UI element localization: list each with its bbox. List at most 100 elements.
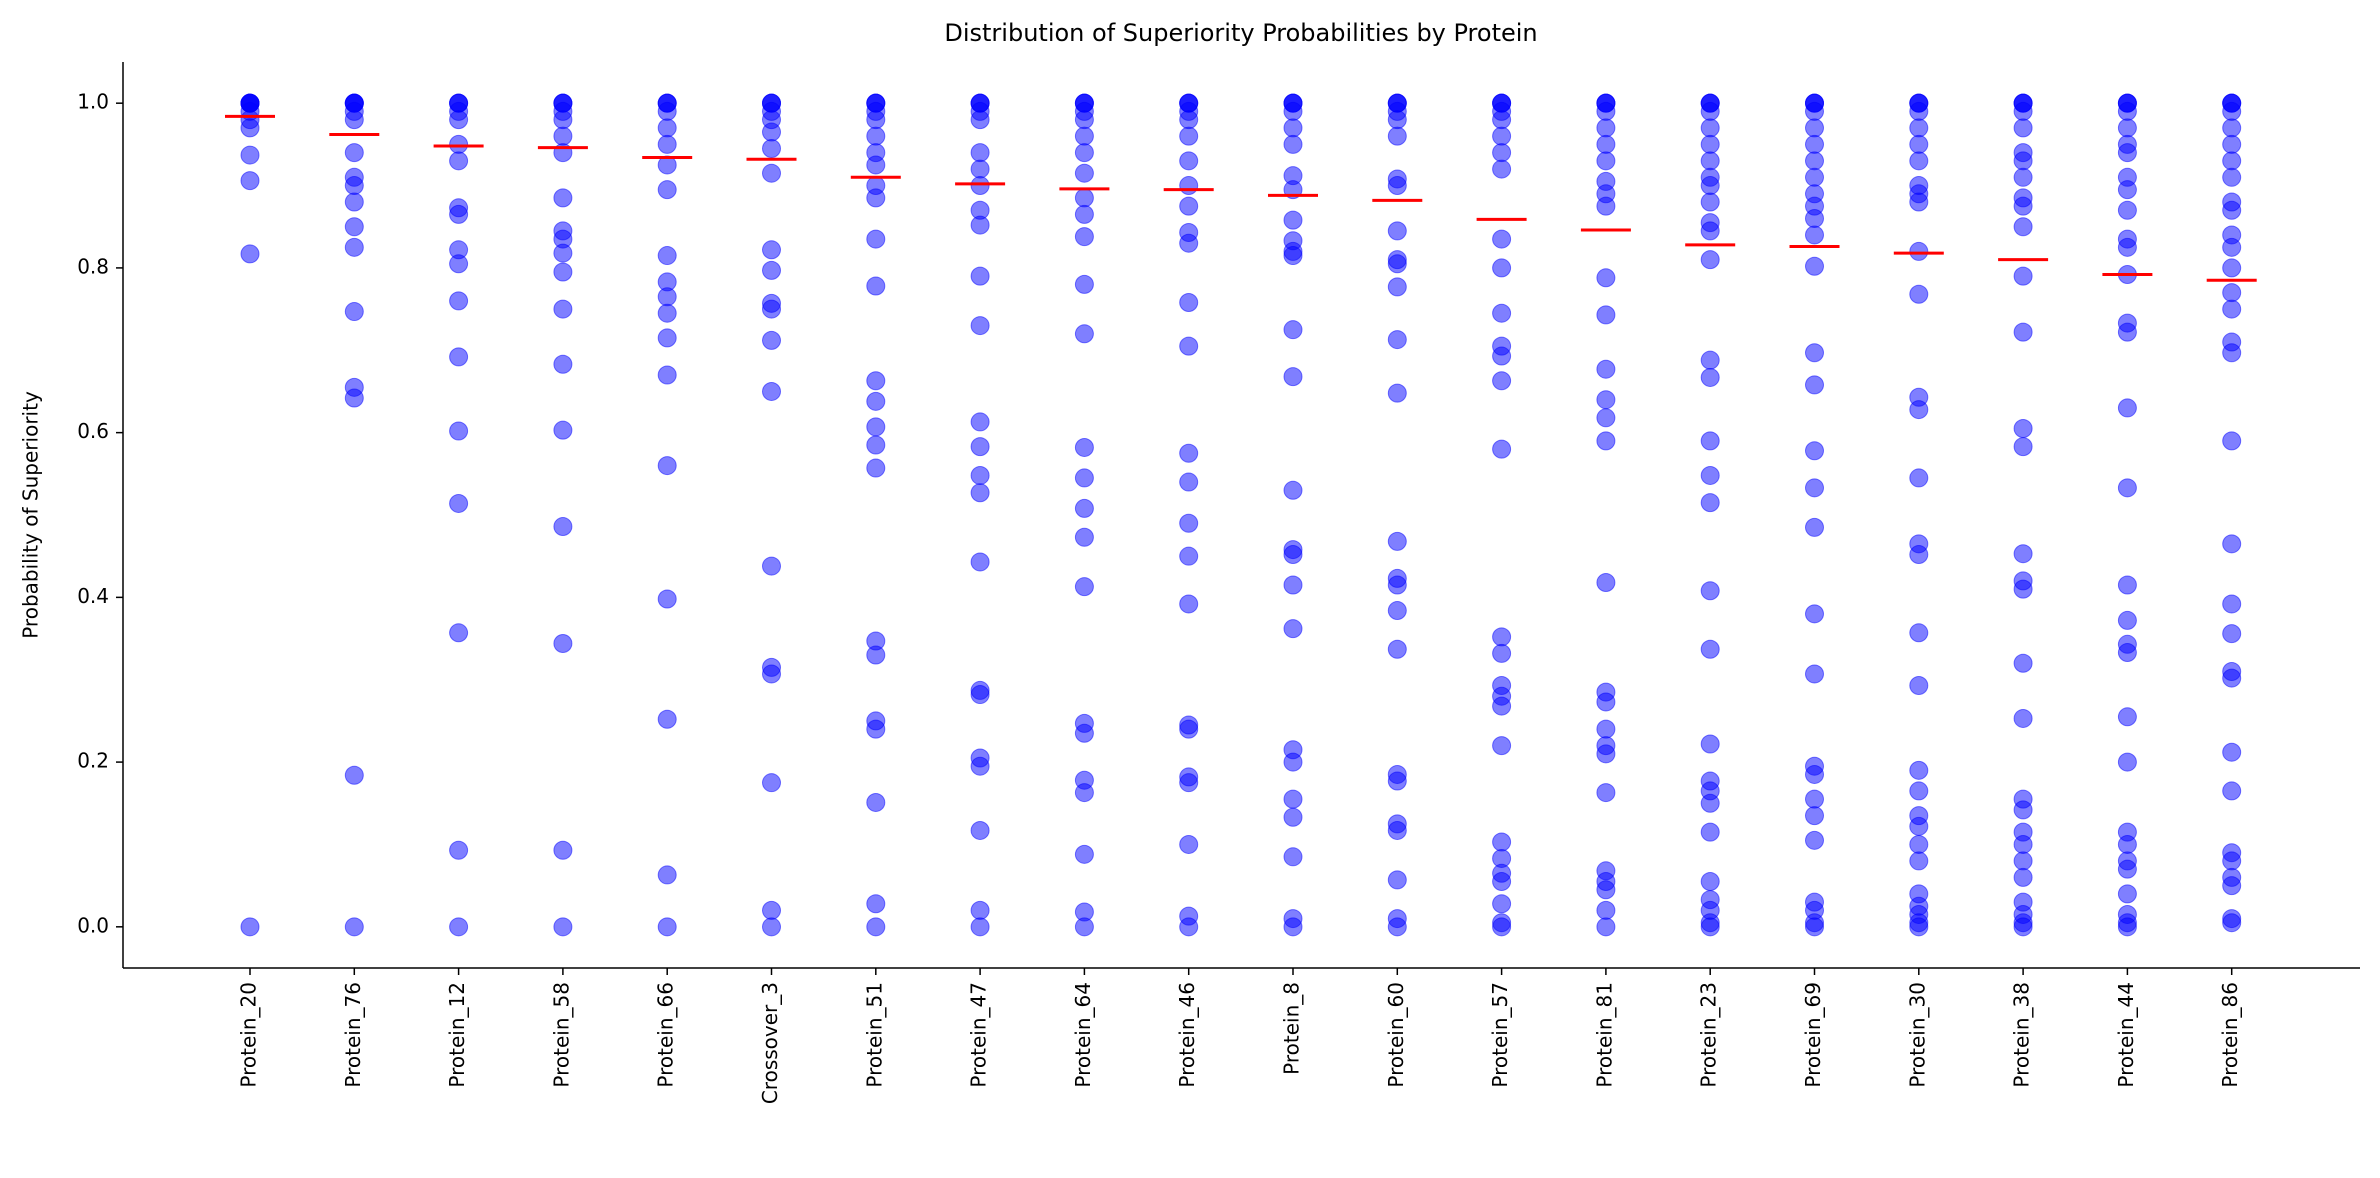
data-point — [2222, 258, 2242, 278]
data-point — [970, 917, 990, 937]
data-point — [1700, 917, 1720, 937]
data-point — [1074, 204, 1094, 224]
data-point — [2222, 534, 2242, 554]
data-point — [449, 254, 469, 274]
data-point — [2013, 217, 2033, 237]
data-point — [344, 237, 364, 257]
data-point — [1492, 126, 1512, 146]
data-point — [1909, 834, 1929, 854]
data-point — [1492, 143, 1512, 163]
data-point — [1596, 408, 1616, 428]
data-point — [553, 420, 573, 440]
data-point — [970, 685, 990, 705]
data-point — [553, 126, 573, 146]
data-point — [1283, 575, 1303, 595]
data-point — [866, 229, 886, 249]
data-point — [1596, 719, 1616, 739]
data-point — [657, 865, 677, 885]
data-point — [2117, 610, 2137, 630]
data-point — [1283, 320, 1303, 340]
x-tick-label: Protein_86 — [2218, 982, 2242, 1088]
x-tick-label: Protein_69 — [1801, 982, 1825, 1088]
data-point — [1387, 870, 1407, 890]
data-point — [2117, 200, 2137, 220]
data-point — [344, 217, 364, 237]
data-point — [657, 709, 677, 729]
data-point — [762, 556, 781, 576]
x-tick-label: Protein_23 — [1697, 982, 1721, 1088]
data-point — [1700, 639, 1720, 659]
data-point — [2222, 151, 2242, 171]
data-point — [1283, 752, 1303, 772]
data-point — [1179, 834, 1199, 854]
data-point — [1179, 151, 1199, 171]
data-point — [2013, 196, 2033, 216]
data-point — [1700, 493, 1720, 513]
data-point — [762, 330, 781, 350]
data-point — [2013, 151, 2033, 171]
x-tick-label: Protein_57 — [1488, 982, 1512, 1088]
data-point — [2222, 237, 2242, 257]
data-point — [553, 110, 573, 130]
data-point — [449, 347, 469, 367]
data-point — [1387, 820, 1407, 840]
data-point — [2222, 431, 2242, 451]
data-point — [1596, 917, 1616, 937]
data-point — [1387, 383, 1407, 403]
data-point — [2117, 237, 2137, 257]
x-tick-label: Protein_66 — [654, 982, 678, 1088]
data-point — [1387, 221, 1407, 241]
data-point — [1596, 268, 1616, 288]
data-point — [2222, 876, 2242, 896]
data-point — [762, 917, 781, 937]
data-point — [2222, 668, 2242, 688]
data-point — [2222, 594, 2242, 614]
data-point — [2117, 859, 2137, 879]
data-point — [344, 176, 364, 196]
data-point — [1909, 192, 1929, 212]
data-point — [866, 645, 886, 665]
data-point — [1909, 545, 1929, 565]
data-point — [1074, 723, 1094, 743]
data-point — [1805, 101, 1824, 121]
data-point — [1596, 431, 1616, 451]
data-point — [1805, 604, 1824, 624]
data-point — [2222, 118, 2242, 138]
data-point — [970, 900, 990, 920]
data-point — [1700, 101, 1720, 121]
data-point — [1596, 305, 1616, 325]
data-point — [344, 192, 364, 212]
data-point — [657, 134, 677, 154]
data-point — [2222, 101, 2242, 121]
data-point — [1700, 872, 1720, 892]
data-point — [1492, 303, 1512, 323]
data-point — [2117, 478, 2137, 498]
data-point — [1179, 176, 1199, 196]
data-point — [866, 917, 886, 937]
data-point — [1074, 498, 1094, 518]
data-point — [1179, 196, 1199, 216]
data-point — [1596, 101, 1616, 121]
data-point — [1909, 101, 1929, 121]
data-point — [449, 493, 469, 513]
data-point — [1492, 439, 1512, 459]
data-point — [1805, 167, 1824, 187]
data-point — [2013, 118, 2033, 138]
data-point — [1492, 872, 1512, 892]
data-point — [1283, 917, 1303, 937]
data-point — [657, 155, 677, 175]
data-point — [449, 840, 469, 860]
data-point — [553, 299, 573, 319]
data-point — [1074, 110, 1094, 130]
data-point — [970, 483, 990, 503]
data-point — [1387, 176, 1407, 196]
data-point — [657, 246, 677, 266]
data-point — [449, 151, 469, 171]
data-point — [1179, 443, 1199, 463]
data-point — [2222, 851, 2242, 871]
data-point — [1909, 760, 1929, 780]
data-point — [1805, 917, 1824, 937]
data-point — [2013, 653, 2033, 673]
data-point — [240, 118, 260, 138]
data-point — [1074, 188, 1094, 208]
